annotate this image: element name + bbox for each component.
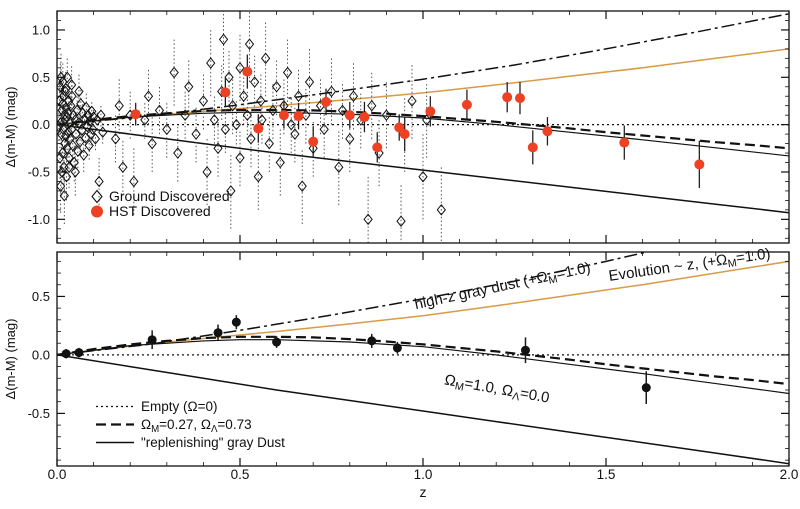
x-tick-label: 0.5 bbox=[231, 467, 250, 482]
y-tick-label: 0.5 bbox=[32, 70, 50, 85]
x-tick-label: 0.0 bbox=[48, 467, 67, 482]
model-lines bbox=[57, 13, 789, 214]
legend-label: ΩM=0.27, ΩΛ=0.73 bbox=[141, 417, 252, 435]
legend-label: Ground Discovered bbox=[109, 188, 230, 204]
y-tick-label: -0.5 bbox=[28, 164, 50, 179]
axis-box: -0.5 0.0 0.5 bbox=[28, 251, 790, 467]
y-tick-label: -1.0 bbox=[28, 212, 50, 227]
model-lines bbox=[57, 252, 789, 465]
x-axis-label: z bbox=[420, 484, 427, 500]
x-tick-label: 2.0 bbox=[780, 467, 799, 482]
legend-label: "replenishing" gray Dust bbox=[141, 435, 285, 450]
y-axis-label: Δ(m-M) (mag) bbox=[3, 87, 18, 168]
x-tick-label: 1.5 bbox=[597, 467, 616, 482]
legend-label: HST Discovered bbox=[109, 203, 211, 219]
y-tick-label: 0.0 bbox=[32, 117, 50, 132]
y-tick-label: 0.5 bbox=[32, 289, 50, 304]
data-points bbox=[61, 315, 651, 405]
x-tick-label: 1.0 bbox=[414, 467, 433, 482]
top-panel: -1.0 -0.5 0.0 0.5 1.0 Δ(m-M) (mag) Ground Disc… bbox=[3, 10, 790, 244]
x-axis: 0.0 0.5 1.0 1.5 2.0 z bbox=[48, 467, 799, 500]
y-axis-label: Δ(m-M) (mag) bbox=[3, 319, 18, 400]
model-annotation: high-z gray dust (+ΩM=1.0) bbox=[413, 259, 592, 315]
model-annotation: ΩM=1.0, ΩΛ=0.0 bbox=[443, 371, 551, 408]
legend-label: Empty (Ω=0) bbox=[141, 399, 218, 414]
bottom-panel: -0.5 0.0 0.5 Δ(m-M) (mag) Empty (Ω=0) ΩM=0.27… bbox=[3, 245, 790, 467]
axis-box: -1.0 -0.5 0.0 0.5 1.0 bbox=[28, 10, 790, 244]
y-tick-label: -0.5 bbox=[28, 406, 50, 421]
data-points bbox=[57, 11, 705, 243]
bottom-legend: Empty (Ω=0) ΩM=0.27, ΩΛ=0.73"replenishing… bbox=[96, 399, 285, 450]
y-tick-label: 1.0 bbox=[32, 22, 50, 37]
y-tick-label: 0.0 bbox=[32, 347, 50, 362]
